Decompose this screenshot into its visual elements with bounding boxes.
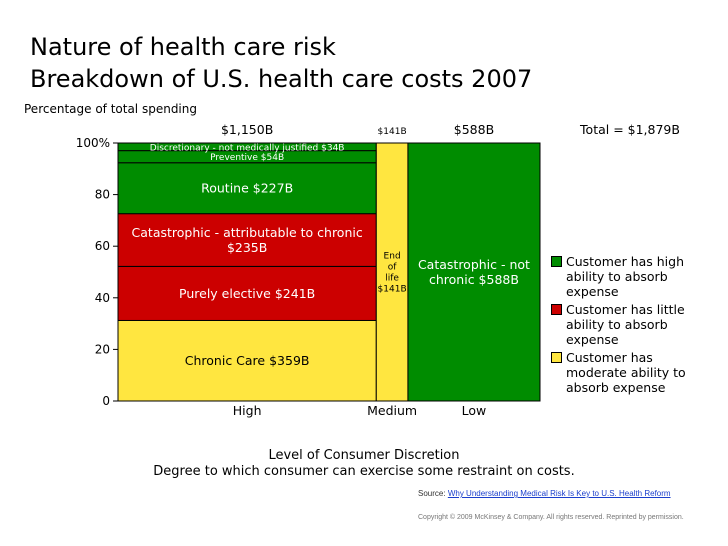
legend-label: Customer has high ability to absorb expe…	[566, 254, 685, 299]
column-total-label: $588B	[454, 122, 494, 137]
segment-label: Preventive $54B	[210, 153, 284, 163]
copyright-note: Copyright © 2009 McKinsey & Company. All…	[418, 514, 684, 521]
segment-label: Purely elective $241B	[179, 286, 315, 301]
column-total-label: $1,150B	[221, 122, 273, 137]
segment-label: chronic $588B	[429, 272, 519, 287]
x-category-label: Low	[462, 403, 487, 418]
segment-2-0	[407, 142, 541, 402]
legend-swatch-green	[551, 256, 562, 267]
segment-label: End	[384, 252, 401, 262]
segment-label: Chronic Care $359B	[185, 353, 310, 368]
segment-label: Catastrophic - attributable to chronic	[132, 225, 363, 240]
segment-label: $141B	[378, 285, 407, 295]
segment-label: Routine $227B	[201, 181, 293, 196]
y-tick-label: 0	[102, 394, 110, 408]
x-axis-subtitle: Degree to which consumer can exercise so…	[153, 464, 575, 479]
y-axis-label: Percentage of total spending	[24, 102, 197, 116]
grand-total-label: Total = $1,879B	[579, 122, 680, 137]
x-category-label: Medium	[367, 403, 417, 418]
column-total-label: $141B	[378, 127, 407, 137]
segment-label: $235B	[227, 240, 267, 255]
segment-label: of	[388, 263, 398, 273]
legend-label: Customer has little ability to absorb ex…	[566, 302, 685, 347]
source-note: Source: Why Understanding Medical Risk I…	[418, 489, 671, 498]
legend-swatch-yellow	[551, 352, 562, 363]
y-tick-label: 100%	[76, 136, 110, 150]
x-category-label: High	[233, 403, 262, 418]
segment-label: Catastrophic - not	[418, 257, 530, 272]
source-link[interactable]: Why Understanding Medical Risk Is Key to…	[447, 489, 671, 498]
chart-title-line1: Nature of health care risk	[30, 33, 336, 61]
y-tick-label: 80	[95, 188, 110, 202]
segment-0-1	[117, 265, 377, 321]
y-tick-label: 60	[95, 239, 110, 253]
chart-title-line2: Breakdown of U.S. health care costs 2007	[30, 65, 533, 93]
legend-label: Customer has moderate ability to absorb …	[566, 350, 686, 395]
segment-label: Discretionary - not medically justified …	[150, 143, 345, 153]
y-tick-label: 40	[95, 291, 110, 305]
source-prefix: Source:	[418, 489, 446, 498]
x-axis-title: Level of Consumer Discretion	[268, 448, 460, 463]
legend-swatch-red	[551, 304, 562, 315]
y-tick-label: 20	[95, 342, 110, 356]
segment-label: life	[385, 274, 399, 284]
